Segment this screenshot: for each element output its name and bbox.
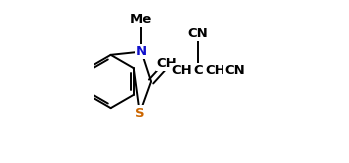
Text: N: N: [136, 45, 147, 58]
Text: CH: CH: [205, 64, 226, 77]
Text: S: S: [135, 106, 144, 119]
Text: CN: CN: [224, 64, 245, 77]
Text: CN: CN: [187, 27, 208, 39]
Text: CH: CH: [157, 57, 178, 70]
Text: Me: Me: [130, 13, 153, 26]
Text: C: C: [193, 64, 203, 77]
Text: CH: CH: [171, 64, 192, 77]
